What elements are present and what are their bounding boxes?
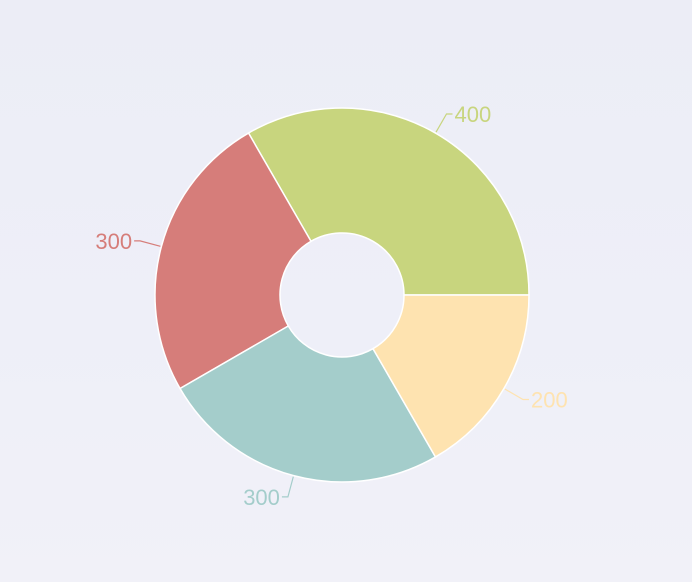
data-label-4: 200 (531, 388, 568, 413)
background-decor (570, 128, 598, 163)
pie-slice-4[interactable] (371, 294, 530, 458)
slices-group (154, 107, 530, 483)
leader-line-4 (504, 388, 529, 401)
data-label-3: 300 (243, 485, 280, 510)
data-label-1: 400 (455, 102, 492, 127)
leader-line-2 (134, 240, 161, 247)
pie-slice-1[interactable] (247, 107, 530, 296)
pie-slice-3[interactable] (179, 324, 437, 483)
data-labels-group: 400 300 300 200 (95, 102, 567, 510)
data-label-2: 300 (95, 229, 132, 254)
pie-slice-2[interactable] (154, 132, 313, 390)
crescent-moon-icon (570, 128, 598, 163)
leader-line-1 (435, 113, 453, 133)
leader-line-3 (281, 476, 294, 498)
leader-lines-group (134, 113, 529, 498)
